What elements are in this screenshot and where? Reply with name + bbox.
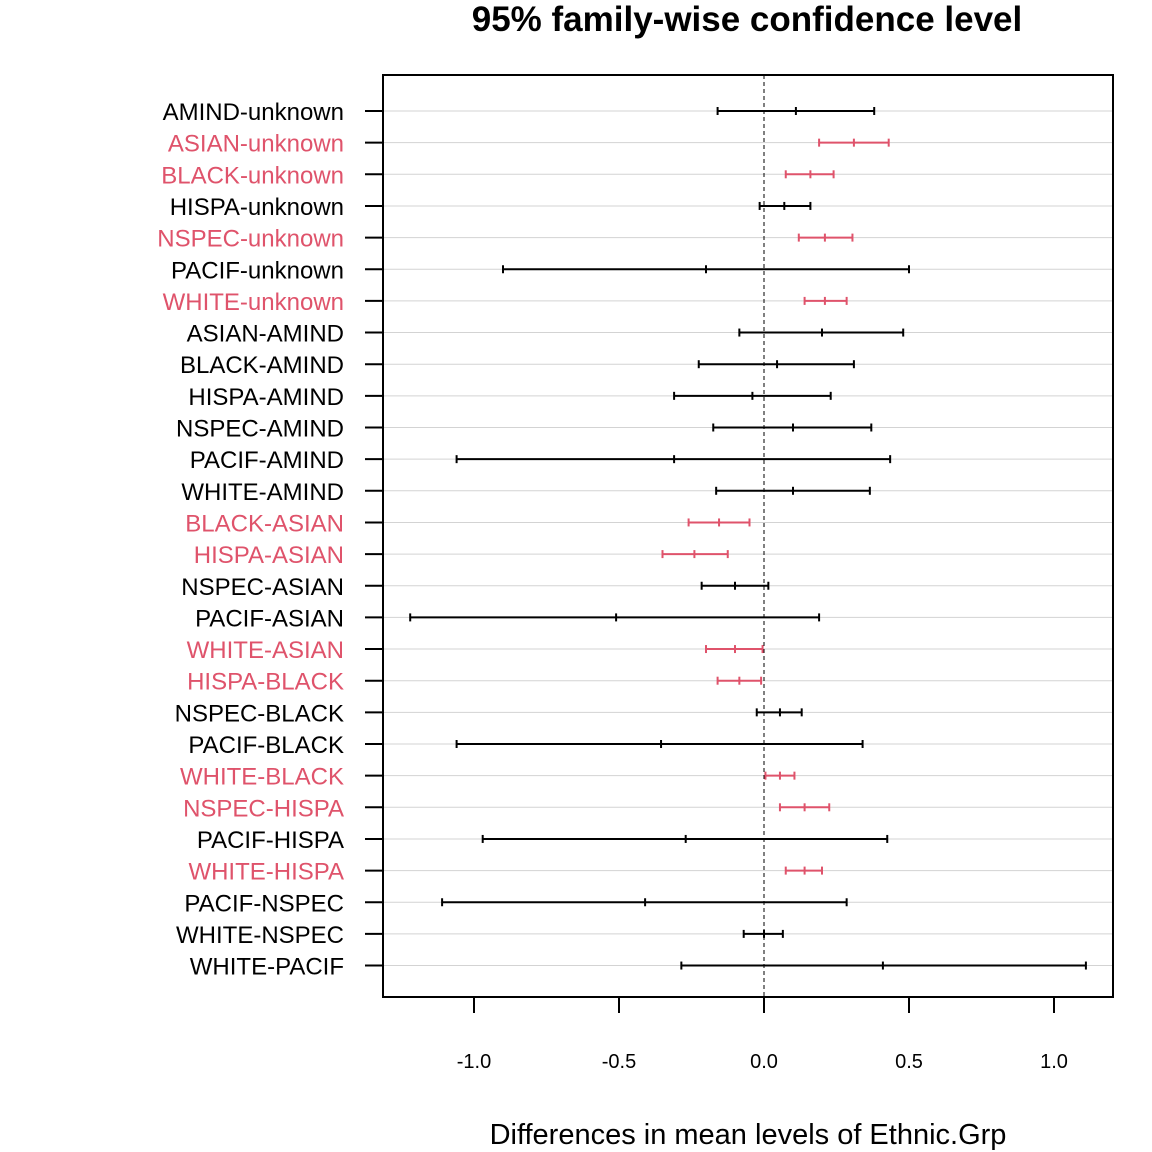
y-tick-label: WHITE-BLACK: [180, 764, 344, 791]
interval-black-amind: [697, 360, 855, 369]
grid-layer: [383, 110, 1113, 967]
y-tick-label: WHITE-AMIND: [181, 479, 344, 506]
y-tick-label: PACIF-BLACK: [188, 732, 344, 759]
y-tick-label: PACIF-unknown: [171, 257, 344, 284]
interval-hispa-amind: [673, 391, 832, 400]
x-axis: -1.0 -0.5 0.0 0.5 1.0: [457, 997, 1068, 1073]
interval-nspec-unknown: [797, 233, 854, 242]
interval-nspec-asian: [700, 581, 770, 590]
y-tick-label: NSPEC-AMIND: [176, 416, 344, 443]
chart-title: 95% family-wise confidence level: [472, 0, 1023, 39]
interval-white-amind: [715, 486, 871, 495]
interval-white-hispa: [784, 866, 823, 875]
interval-black-unknown: [784, 170, 835, 179]
y-tick-label: HISPA-unknown: [170, 194, 344, 221]
interval-pacif-hispa: [481, 834, 889, 843]
x-tick-label: 0.5: [895, 1051, 923, 1073]
y-tick-label: HISPA-ASIAN: [194, 542, 344, 569]
y-tick-label: ASIAN-unknown: [168, 131, 344, 158]
interval-white-unknown: [803, 296, 848, 305]
y-tick-label: WHITE-HISPA: [188, 859, 344, 886]
x-tick-label: 1.0: [1040, 1051, 1068, 1073]
y-tick-label: HISPA-AMIND: [188, 384, 344, 411]
y-tick-label: NSPEC-BLACK: [175, 700, 344, 727]
interval-hispa-black: [716, 676, 763, 685]
y-tick-label: NSPEC-HISPA: [183, 795, 344, 822]
y-tick-label: PACIF-ASIAN: [195, 605, 344, 632]
y-tick-label: ASIAN-AMIND: [187, 321, 344, 348]
interval-pacif-amind: [455, 455, 892, 464]
confidence-intervals: [409, 107, 1087, 970]
y-tick-label: PACIF-HISPA: [197, 827, 344, 854]
y-tick-label: NSPEC-unknown: [157, 226, 344, 253]
interval-nspec-hispa: [778, 803, 831, 812]
y-tick-label: BLACK-AMIND: [180, 352, 344, 379]
y-tick-label: HISPA-BLACK: [187, 669, 344, 696]
y-tick-label: PACIF-AMIND: [190, 447, 344, 474]
interval-hispa-unknown: [758, 201, 812, 210]
interval-pacif-asian: [409, 613, 821, 622]
y-tick-label: WHITE-unknown: [163, 289, 344, 316]
y-tick-label: AMIND-unknown: [163, 99, 344, 126]
plot-frame: [382, 74, 1114, 998]
interval-amind-unknown: [716, 107, 876, 115]
interval-nspec-amind: [712, 423, 873, 432]
y-tick-label: WHITE-ASIAN: [187, 637, 344, 664]
y-tick-label: WHITE-PACIF: [190, 954, 344, 981]
interval-white-pacif: [680, 961, 1087, 970]
interval-pacif-nspec: [441, 898, 848, 907]
interval-white-nspec: [742, 929, 784, 938]
y-tick-label: PACIF-NSPEC: [184, 890, 344, 917]
y-tick-label: BLACK-unknown: [161, 162, 344, 189]
interval-pacif-unknown: [502, 265, 910, 274]
interval-pacif-black: [455, 740, 864, 748]
x-tick-label: 0.0: [750, 1051, 778, 1073]
y-axis: AMIND-unknown ASIAN-unknown BLACK-unknown H…: [157, 99, 383, 981]
interval-nspec-black: [755, 708, 803, 717]
interval-black-asian: [687, 518, 751, 527]
interval-white-asian: [705, 645, 764, 654]
x-tick-label: -1.0: [457, 1051, 491, 1073]
interval-white-black: [764, 771, 796, 780]
x-tick-label: -0.5: [602, 1051, 636, 1073]
x-axis-label: Differences in mean levels of Ethnic.Grp: [490, 1119, 1007, 1151]
interval-asian-amind: [738, 328, 905, 337]
interval-hispa-asian: [661, 550, 729, 559]
interval-asian-unknown: [818, 138, 890, 147]
y-tick-label: BLACK-ASIAN: [185, 510, 344, 537]
y-tick-label: WHITE-NSPEC: [176, 922, 344, 949]
y-tick-label: NSPEC-ASIAN: [181, 574, 344, 601]
